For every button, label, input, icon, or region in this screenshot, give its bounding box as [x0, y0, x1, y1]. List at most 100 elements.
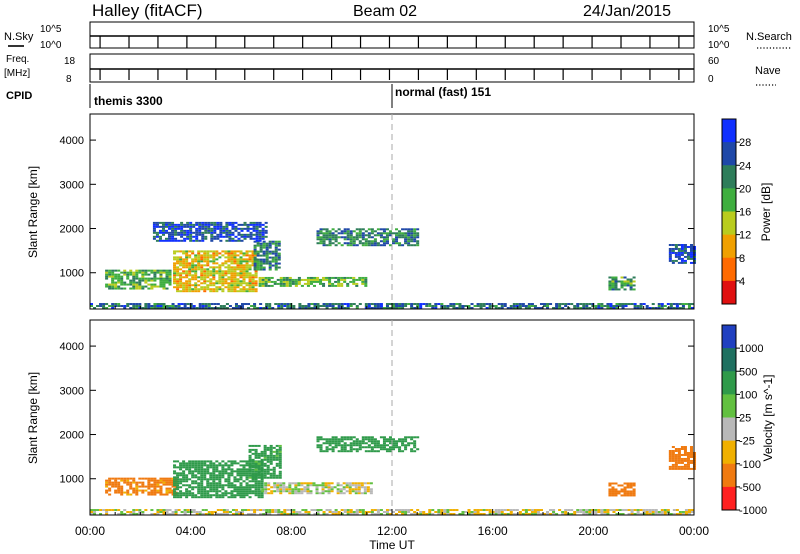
echo-cell [363, 492, 367, 495]
echo-cell [201, 227, 205, 230]
echo-cell [404, 513, 408, 515]
echo-cell [355, 438, 359, 441]
echo-cell [209, 466, 213, 469]
echo-cell [692, 245, 697, 248]
echo-cell [210, 511, 214, 514]
echo-cell [263, 446, 267, 449]
echo-cell [206, 288, 210, 291]
freq-label-line2: [MHz] [4, 68, 30, 79]
echo-cell [227, 264, 231, 267]
echo-cell [147, 283, 151, 286]
echo-cell [230, 484, 234, 487]
echo-cell [191, 476, 195, 479]
echo-cell [334, 236, 338, 239]
echo-cell [275, 474, 279, 477]
echo-cell [182, 250, 186, 253]
echo-cell [449, 513, 453, 515]
echo-cell [258, 276, 262, 279]
echo-cell [206, 470, 210, 473]
echo-cell [552, 509, 556, 512]
echo-cell [379, 236, 383, 239]
echo-cell [337, 442, 341, 445]
echo-cell [185, 266, 189, 269]
echo-cell [364, 238, 368, 241]
echo-cell [176, 476, 180, 479]
echo-cell [263, 462, 267, 465]
echo-cell [298, 513, 302, 515]
echo-cell [398, 440, 402, 443]
echo-cell [141, 287, 145, 290]
echo-cell [218, 282, 222, 285]
echo-cell [173, 262, 177, 265]
echo-cell [395, 307, 399, 309]
echo-cell [245, 264, 249, 267]
echo-cell [135, 271, 139, 274]
echo-cell [348, 490, 352, 493]
echo-cell [256, 260, 260, 263]
echo-cell [440, 509, 444, 512]
echo-cell [153, 283, 157, 286]
echo-cell [410, 244, 414, 247]
echo-cell [361, 278, 365, 281]
echo-cell [579, 303, 583, 306]
echo-cell [407, 234, 411, 237]
echo-cell [183, 513, 187, 515]
echo-cell [620, 282, 624, 285]
echo-cell [325, 228, 329, 231]
echo-cell [120, 305, 124, 308]
echo-cell [159, 283, 163, 286]
echo-cell [225, 221, 229, 224]
echo-cell [260, 472, 264, 475]
echo-cell [153, 271, 157, 274]
echo-cell [331, 307, 335, 309]
echo-cell [198, 239, 202, 242]
echo-cell [108, 481, 112, 484]
echo-cell [242, 272, 246, 275]
echo-cell [294, 282, 298, 285]
echo-cell [117, 489, 121, 492]
echo-cell [242, 286, 246, 289]
echo-cell [357, 488, 361, 491]
echo-cell [203, 462, 207, 465]
echo-cell [210, 229, 214, 232]
echo-cell [351, 490, 355, 493]
echo-cell [224, 480, 228, 483]
echo-cell [168, 509, 172, 512]
echo-cell [228, 511, 232, 514]
echo-cell [370, 240, 374, 243]
echo-cell [382, 436, 386, 439]
echo-cell [300, 488, 304, 491]
echo-cell [382, 232, 386, 235]
echo-cell [346, 450, 350, 453]
echo-cell [358, 278, 362, 281]
echo-cell [194, 286, 198, 289]
echo-cell [355, 450, 359, 453]
echo-cell [179, 472, 183, 475]
echo-cell [388, 513, 392, 515]
echo-cell [271, 264, 275, 267]
echo-cell [597, 307, 601, 309]
echo-cell [120, 277, 124, 280]
echo-cell [364, 305, 368, 308]
echo-cell [277, 307, 281, 309]
echo-cell [608, 282, 612, 285]
echo-cell [188, 478, 192, 481]
echo-cell [221, 276, 225, 279]
echo-cell [524, 305, 528, 308]
echo-cell [197, 264, 201, 267]
echo-cell [203, 478, 207, 481]
nsearch-tick-bottom: 10^0 [708, 40, 730, 51]
echo-cell [180, 235, 184, 238]
echo-cell [410, 305, 414, 308]
echo-cell [304, 513, 308, 515]
echo-cell [567, 303, 571, 306]
echo-cell [185, 254, 189, 257]
echo-cell [120, 487, 124, 490]
echo-cell [639, 307, 643, 309]
echo-cell [245, 470, 249, 473]
echo-cell [161, 229, 165, 232]
echo-cell [129, 481, 133, 484]
echo-cell [230, 266, 234, 269]
echo-cell [132, 511, 136, 514]
echo-cell [191, 284, 195, 287]
